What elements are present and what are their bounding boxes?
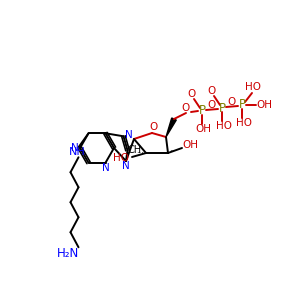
Text: ···: ··· xyxy=(169,148,177,157)
Text: O: O xyxy=(208,100,216,110)
Text: O: O xyxy=(181,103,189,113)
Text: O: O xyxy=(208,86,216,96)
Text: OH: OH xyxy=(182,140,198,150)
Text: N: N xyxy=(124,130,132,140)
Text: P: P xyxy=(218,101,226,115)
Text: ···: ··· xyxy=(136,149,144,158)
Text: N: N xyxy=(71,143,79,153)
Text: O: O xyxy=(228,97,236,107)
Text: HO: HO xyxy=(236,118,252,128)
Text: P: P xyxy=(199,104,206,118)
Text: P: P xyxy=(238,98,245,112)
Text: HO: HO xyxy=(245,82,261,92)
Text: OH: OH xyxy=(256,100,272,110)
Text: N: N xyxy=(102,163,110,173)
Text: O: O xyxy=(188,89,196,99)
Text: OH: OH xyxy=(195,124,211,134)
Text: H₂N: H₂N xyxy=(57,247,80,260)
Text: NH: NH xyxy=(69,147,86,157)
Polygon shape xyxy=(166,118,176,137)
Text: CH: CH xyxy=(128,145,142,155)
Text: HO: HO xyxy=(216,121,232,131)
Text: O: O xyxy=(149,122,157,132)
Text: N: N xyxy=(122,161,130,171)
Text: HO: HO xyxy=(113,153,129,163)
